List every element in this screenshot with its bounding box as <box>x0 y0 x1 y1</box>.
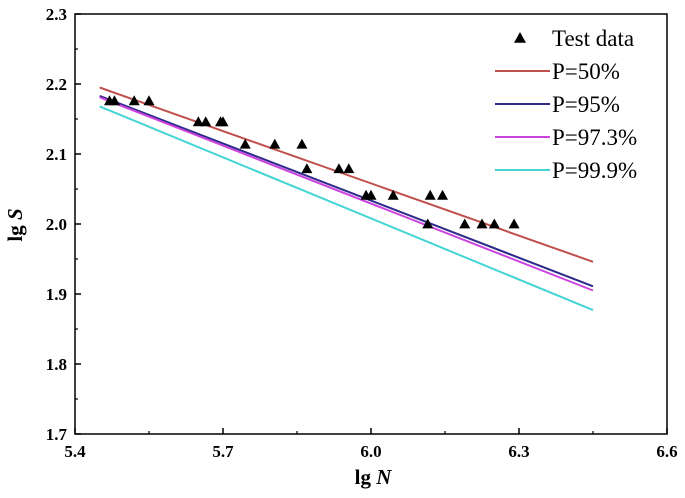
x-axis-ticks: 5.4 5.7 6.0 6.3 6.6 <box>64 428 678 461</box>
test-data-point <box>437 189 449 200</box>
legend-label-2: P=95% <box>552 92 620 117</box>
test-data-point <box>459 218 471 229</box>
test-data-point <box>476 218 488 229</box>
y-tick-label: 2.3 <box>46 5 67 24</box>
test-data-points <box>104 95 520 229</box>
x-tick-label: 5.7 <box>212 442 234 461</box>
y-tick-label: 2.0 <box>46 215 67 234</box>
x-axis-title-var: N <box>375 465 392 489</box>
legend-label-test-data: Test data <box>552 26 634 51</box>
test-data-point <box>343 163 355 174</box>
test-data-point <box>508 218 520 229</box>
test-data-point <box>424 189 436 200</box>
x-tick-label: 5.4 <box>64 442 86 461</box>
test-data-point <box>365 189 377 200</box>
fit-line-3 <box>99 96 594 292</box>
test-data-point <box>488 218 500 229</box>
test-data-point <box>422 218 434 229</box>
test-data-point <box>108 95 120 106</box>
legend-label-1: P=50% <box>552 59 620 84</box>
test-data-point <box>301 163 313 174</box>
x-tick-label: 6.0 <box>360 442 381 461</box>
y-tick-label: 1.9 <box>46 285 67 304</box>
fit-line-1 <box>99 86 594 263</box>
fit-lines <box>99 86 594 312</box>
fit-line-2 <box>99 94 594 288</box>
test-data-point <box>333 163 345 174</box>
test-data-point <box>200 116 212 127</box>
x-tick-label: 6.3 <box>508 442 529 461</box>
test-data-point <box>128 95 140 106</box>
test-data-point <box>296 138 308 149</box>
test-data-point <box>387 189 399 200</box>
legend: Test data P=50% P=95% P=97.3% P=99.9% <box>495 26 637 183</box>
y-axis-title: lg S <box>3 208 27 241</box>
x-axis-title: lg N <box>355 465 393 489</box>
y-tick-label: 1.8 <box>46 355 67 374</box>
legend-label-4: P=99.9% <box>552 158 637 183</box>
y-tick-label: 1.7 <box>46 425 68 444</box>
y-tick-label: 2.1 <box>46 145 67 164</box>
test-data-point <box>192 116 204 127</box>
x-tick-label: 6.6 <box>656 442 677 461</box>
y-axis-ticks: 1.7 1.8 1.9 2.0 2.1 2.2 2.3 <box>46 5 81 444</box>
y-axis-title-prefix: lg <box>3 220 27 242</box>
y-axis-title-var: S <box>3 208 27 220</box>
x-axis-title-prefix: lg <box>355 465 377 489</box>
legend-marker-test-data <box>514 32 526 43</box>
test-data-point <box>269 138 281 149</box>
test-data-point <box>217 116 229 127</box>
fit-line-4 <box>99 105 594 312</box>
y-tick-label: 2.2 <box>46 75 67 94</box>
legend-label-3: P=97.3% <box>552 125 637 150</box>
test-data-point <box>239 138 251 149</box>
test-data-point <box>143 95 155 106</box>
